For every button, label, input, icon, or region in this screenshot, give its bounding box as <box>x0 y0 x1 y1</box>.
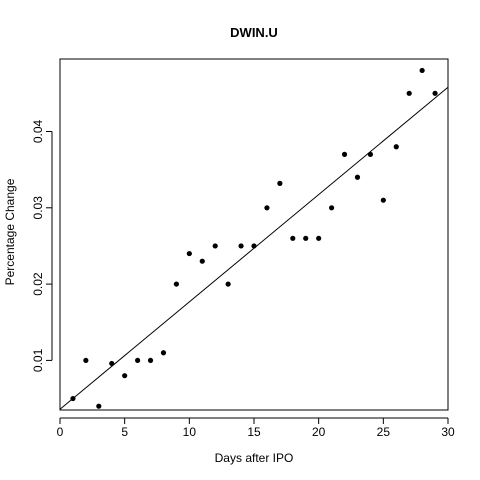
data-point <box>406 90 412 96</box>
data-point <box>109 360 115 367</box>
data-point <box>432 90 438 96</box>
data-point <box>212 243 218 249</box>
data-point <box>290 235 296 241</box>
data-point <box>173 281 179 287</box>
data-point <box>264 205 270 211</box>
data-point <box>83 357 89 364</box>
data-point <box>316 235 322 241</box>
data-point <box>225 281 231 287</box>
data-point <box>393 144 399 150</box>
data-point <box>354 174 361 180</box>
x-tick-label: 15 <box>247 425 261 439</box>
y-axis-label: Percentage Change <box>3 178 17 285</box>
y-tick-label: 0.02 <box>31 272 45 296</box>
x-tick-label: 25 <box>377 425 391 439</box>
data-point <box>238 243 244 249</box>
data-point <box>147 357 154 364</box>
x-tick-label: 10 <box>183 425 197 439</box>
x-tick-label: 20 <box>312 425 326 439</box>
data-point <box>251 243 257 249</box>
x-tick-label: 5 <box>121 425 128 439</box>
x-axis: 0 5 10 15 20 25 30 <box>57 417 455 439</box>
plot-frame <box>59 58 449 411</box>
y-axis: 0.01 0.02 0.03 0.04 <box>31 119 53 372</box>
data-point <box>96 403 102 409</box>
data-point <box>135 357 141 364</box>
data-point <box>199 258 205 264</box>
data-point <box>380 197 386 203</box>
y-tick-label: 0.01 <box>31 348 45 372</box>
data-point <box>70 395 76 402</box>
x-axis-label: Days after IPO <box>215 451 294 465</box>
data-point <box>329 205 335 211</box>
x-tick-label: 0 <box>57 425 64 439</box>
x-tick-label: 30 <box>441 425 455 439</box>
data-point <box>367 151 373 157</box>
data-point <box>419 67 425 74</box>
data-point <box>160 350 167 356</box>
data-point <box>186 250 192 257</box>
data-point <box>303 235 309 241</box>
data-point <box>277 180 283 186</box>
chart-title: DWIN.U <box>230 25 278 40</box>
data-point <box>341 151 348 157</box>
data-point <box>122 373 128 379</box>
y-tick-label: 0.03 <box>31 196 45 220</box>
y-tick-label: 0.04 <box>31 119 45 143</box>
data-points <box>70 67 438 409</box>
